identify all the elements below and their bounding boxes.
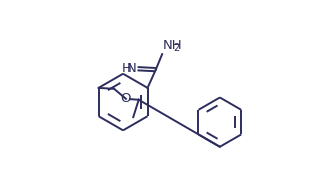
Text: 2: 2 <box>173 43 179 53</box>
Text: N: N <box>127 62 137 75</box>
Text: O: O <box>121 92 131 105</box>
Text: NH: NH <box>163 39 183 52</box>
Text: H: H <box>122 62 132 75</box>
